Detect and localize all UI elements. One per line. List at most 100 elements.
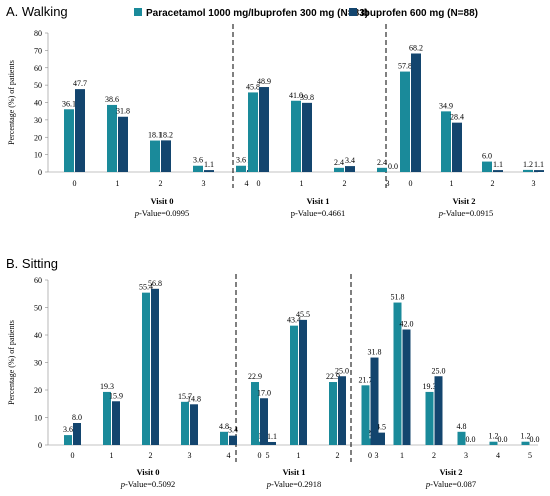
bar-value-label: 43.4 [287, 316, 301, 325]
bar [204, 170, 214, 172]
y-tick-label: 10 [34, 414, 42, 423]
category-label: 1 [297, 451, 301, 460]
bar-value-label: 4.5 [376, 423, 386, 432]
category-label: 1 [400, 451, 404, 460]
bar-value-label: 15.7 [178, 392, 192, 401]
bar-value-label: 0.0 [466, 435, 476, 444]
p-value-prefix: p [425, 479, 430, 489]
bar [268, 441, 276, 445]
category-label: 3 [188, 451, 192, 460]
bar [118, 116, 128, 172]
category-label: 4 [496, 451, 500, 460]
bar-value-label: 55.4 [139, 283, 153, 292]
bar [482, 161, 492, 172]
bar-value-label: 48.9 [257, 77, 271, 86]
bar-value-label: 25.0 [335, 366, 349, 375]
bar-value-label: 31.8 [116, 107, 130, 116]
bar-value-label: 34.9 [439, 101, 453, 110]
bar-value-label: 3.6 [193, 156, 203, 165]
bar-value-label: 6.0 [482, 152, 492, 161]
bar-value-label: 1.1 [493, 160, 503, 169]
panel-title-1: B. Sitting [6, 256, 58, 271]
bar [434, 376, 443, 445]
p-value-text: -Value=0.5092 [125, 479, 175, 489]
p-value-text: -Value=0.2918 [271, 479, 321, 489]
bar [402, 329, 411, 445]
bar-value-label: 68.2 [409, 44, 423, 53]
p-value-text: -Value=0.087 [430, 479, 476, 489]
bar-value-label: 2.4 [377, 158, 387, 167]
category-label: 0 [71, 451, 75, 460]
bar-value-label: 25.0 [432, 366, 446, 375]
bar-value-label: 28.4 [450, 113, 464, 122]
category-label: 0 [73, 179, 77, 188]
bar [299, 319, 307, 445]
category-label: 2 [491, 179, 495, 188]
bar-value-label: 1.1 [204, 160, 214, 169]
p-value-label: p-Value=0.5092 [120, 479, 176, 489]
bar-value-label: 1.2 [489, 432, 499, 441]
y-axis-label-1: Percentage (%) of patients [7, 320, 16, 405]
y-tick-label: 20 [34, 386, 42, 395]
bar [75, 89, 85, 172]
bar [259, 87, 269, 172]
visit-label: Visit 0 [136, 467, 159, 477]
visit-label: Visit 2 [439, 467, 462, 477]
category-label: 0 [368, 451, 372, 460]
bar [534, 170, 544, 172]
bar-value-label: 0.0 [388, 162, 398, 171]
bar-value-label: 2.4 [334, 158, 344, 167]
category-label: 0 [409, 179, 413, 188]
bar [142, 292, 150, 445]
p-value-prefix: p [438, 208, 443, 218]
bar-value-label: 47.7 [73, 79, 87, 88]
bar [290, 325, 298, 445]
bar-value-label: 57.8 [398, 62, 412, 71]
category-label: 0 [258, 451, 262, 460]
p-value-label: p-Value=0.4661 [291, 208, 346, 218]
y-axis-label-0: Percentage (%) of patients [7, 60, 16, 145]
bar-value-label: 42.0 [400, 320, 414, 329]
bar [291, 100, 301, 172]
category-label: 2 [432, 451, 436, 460]
p-value-prefix: p [134, 208, 139, 218]
bar-value-label: 3.4 [228, 426, 238, 435]
bar-value-label: 18.1 [148, 131, 162, 140]
bar-value-label: 4.8 [219, 422, 229, 431]
bar [338, 376, 346, 445]
bar-value-label: 17.0 [257, 388, 271, 397]
p-value-text: p-Value=0.4661 [291, 208, 346, 218]
bar [457, 431, 466, 445]
bar [302, 102, 312, 172]
bar-value-label: 19.3 [100, 382, 114, 391]
p-value-text: -Value=0.0915 [443, 208, 493, 218]
bar-value-label: 1.1 [267, 432, 277, 441]
bar-value-label: 15.9 [109, 391, 123, 400]
p-value-prefix: p [120, 479, 125, 489]
visit-label: Visit 2 [452, 196, 475, 206]
y-tick-label: 80 [34, 29, 42, 38]
category-label: 3 [375, 451, 379, 460]
bar-value-label: 0.0 [530, 435, 540, 444]
category-label: 4 [227, 451, 231, 460]
y-tick-label: 40 [34, 99, 42, 108]
bar [73, 423, 81, 445]
y-tick-label: 60 [34, 64, 42, 73]
bar-value-label: 3.6 [236, 156, 246, 165]
y-tick-label: 50 [34, 304, 42, 313]
bar [425, 391, 434, 445]
bar [229, 435, 237, 445]
bar-value-label: 18.2 [159, 130, 173, 139]
category-label: 5 [266, 451, 270, 460]
bar-value-label: 31.8 [368, 348, 382, 357]
category-label: 2 [159, 179, 163, 188]
legend: Paracetamol 1000 mg/Ibuprofen 300 mg (N=… [134, 8, 478, 19]
bar [260, 398, 268, 445]
visit-label: Visit 1 [282, 467, 305, 477]
bar-value-label: 14.8 [187, 394, 201, 403]
category-label: 3 [386, 179, 390, 188]
bar [220, 431, 228, 445]
bar [248, 92, 258, 172]
p-value-prefix: p [266, 479, 271, 489]
